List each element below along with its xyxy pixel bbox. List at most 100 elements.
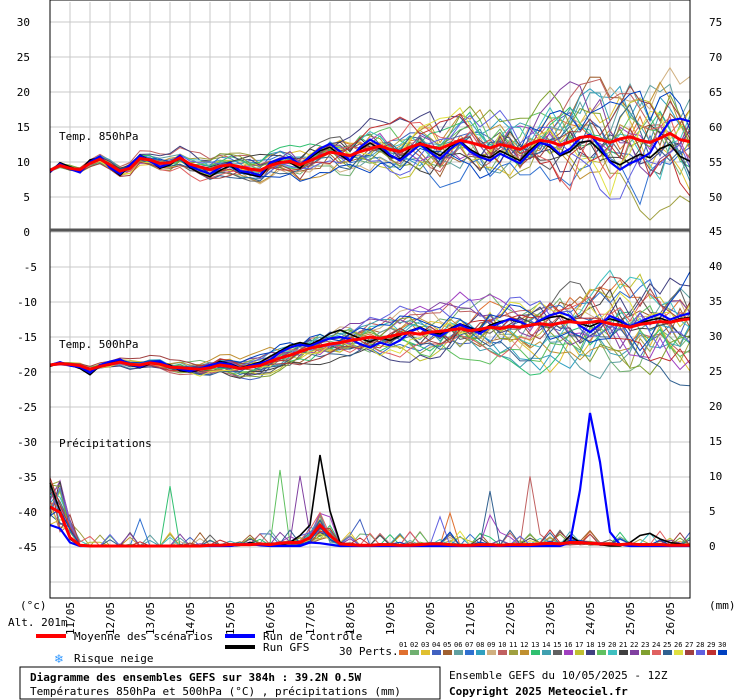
y-tick-lower-left: -40 xyxy=(17,506,37,519)
pert-number: 05 xyxy=(443,641,451,649)
pert-500-line xyxy=(49,302,691,372)
y-tick-upper-left: 20 xyxy=(17,86,30,99)
snowflake-icon: ❄ xyxy=(54,652,64,666)
pert-number: 25 xyxy=(663,641,671,649)
y-tick-lower-right: 25 xyxy=(709,365,722,378)
pert-number: 24 xyxy=(652,641,660,649)
pert-number: 23 xyxy=(641,641,649,649)
pert-number: 26 xyxy=(674,641,682,649)
pert-number: 22 xyxy=(630,641,638,649)
x-tick-date: 26/05 xyxy=(664,602,677,635)
perturbation-legend: 01 02 03 04 05 06 07 08 09 10 11 12 13 14 15 16 17 18 19 20… xyxy=(399,641,727,655)
pert-number: 18 xyxy=(586,641,594,649)
chart-title: Diagramme des ensembles GEFS sur 384h : … xyxy=(30,671,362,684)
pert-swatch xyxy=(531,650,540,655)
pert-swatch xyxy=(542,650,551,655)
y-tick-upper-left: 25 xyxy=(17,51,30,64)
pert-number: 15 xyxy=(553,641,561,649)
pert-850-line xyxy=(49,82,691,174)
right-unit: (mm) xyxy=(709,599,736,612)
x-tick-date: 17/05 xyxy=(304,602,317,635)
y-tick-lower-right: 40 xyxy=(709,260,722,273)
y-tick-upper-right: 65 xyxy=(709,86,722,99)
y-tick-upper-right: 75 xyxy=(709,16,722,29)
x-tick-date: 13/05 xyxy=(144,602,157,635)
chart-frame xyxy=(49,0,691,599)
pert-swatch xyxy=(630,650,639,655)
y-tick-lower-left: -30 xyxy=(17,436,37,449)
y-tick-upper-left: 5 xyxy=(23,191,30,204)
panel-label-500: Temp. 500hPa xyxy=(59,338,138,351)
y-tick-lower-right: 30 xyxy=(709,330,722,343)
pert-swatch xyxy=(509,650,518,655)
y-tick-upper-right: 55 xyxy=(709,156,722,169)
x-tick-date: 25/05 xyxy=(624,602,637,635)
x-tick-date: 22/05 xyxy=(504,602,517,635)
x-tick-date: 11/05 xyxy=(64,602,77,635)
pert-850-line xyxy=(49,90,691,182)
pert-850-line xyxy=(49,110,691,173)
copyright: Copyright 2025 Meteociel.fr xyxy=(449,685,628,698)
pert-number: 14 xyxy=(542,641,550,649)
y-tick-lower-right: 15 xyxy=(709,435,722,448)
pert-swatch xyxy=(399,650,408,655)
y-tick-lower-right: 45 xyxy=(709,225,722,238)
pert-number: 29 xyxy=(707,641,715,649)
chart-subtitle: Températures 850hPa et 500hPa (°C) , pré… xyxy=(30,685,401,698)
pert-swatch xyxy=(487,650,496,655)
x-tick-date: 12/05 xyxy=(104,602,117,635)
y-tick-lower-left: -45 xyxy=(17,541,37,554)
pert-swatch xyxy=(432,650,441,655)
pert-swatch xyxy=(454,650,463,655)
pert-number: 20 xyxy=(608,641,616,649)
pert-swatch xyxy=(652,650,661,655)
pert-850-line xyxy=(49,78,691,173)
legend-mean-label: Moyenne des scénarios xyxy=(74,630,213,643)
y-tick-lower-left: -15 xyxy=(17,331,37,344)
y-tick-lower-right: 5 xyxy=(709,505,716,518)
y-tick-lower-left: -5 xyxy=(24,261,37,274)
y-tick-upper-right: 50 xyxy=(709,191,722,204)
y-tick-upper-left: 10 xyxy=(17,156,30,169)
pert-number: 02 xyxy=(410,641,418,649)
y-tick-lower-left: -25 xyxy=(17,401,37,414)
y-tick-upper-left: 30 xyxy=(17,16,30,29)
legend-control-label: Run de contrôle xyxy=(263,630,362,643)
pert-swatch xyxy=(564,650,573,655)
y-tick-lower-left: -20 xyxy=(17,366,37,379)
y-tick-upper-left: 15 xyxy=(17,121,30,134)
pert-number: 10 xyxy=(498,641,506,649)
series-500-line xyxy=(49,311,691,375)
x-tick-date: 18/05 xyxy=(344,602,357,635)
pert-swatch xyxy=(553,650,562,655)
y-tick-upper-left: 0 xyxy=(23,226,30,239)
run-info: Ensemble GEFS du 10/05/2025 - 12Z xyxy=(449,669,668,682)
pert-500-line xyxy=(49,300,691,372)
series-500-line xyxy=(49,317,691,371)
pert-number: 01 xyxy=(399,641,407,649)
pert-swatch xyxy=(718,650,727,655)
pert-500-line xyxy=(49,277,691,376)
left-unit: (°c) xyxy=(20,599,47,612)
x-tick-date: 14/05 xyxy=(184,602,197,635)
axis-labels: 302520151050757065605550-5-10-15-20-25-3… xyxy=(17,16,723,635)
pert-swatch xyxy=(663,650,672,655)
title-box xyxy=(19,666,441,700)
pert-number: 17 xyxy=(575,641,583,649)
x-tick-date: 16/05 xyxy=(264,602,277,635)
y-tick-lower-left: -10 xyxy=(17,296,37,309)
pert-swatch xyxy=(586,650,595,655)
legend-gfs-label: Run GFS xyxy=(263,641,309,654)
x-tick-date: 19/05 xyxy=(384,602,397,635)
pert-500-line xyxy=(49,271,691,371)
pert-number: 28 xyxy=(696,641,704,649)
y-tick-lower-right: 10 xyxy=(709,470,722,483)
series-precip-line xyxy=(49,505,690,548)
pert-swatch xyxy=(685,650,694,655)
pert-swatch xyxy=(641,650,650,655)
pert-swatch xyxy=(465,650,474,655)
pert-swatch xyxy=(520,650,529,655)
pert-swatch xyxy=(619,650,628,655)
y-tick-lower-right: 20 xyxy=(709,400,722,413)
